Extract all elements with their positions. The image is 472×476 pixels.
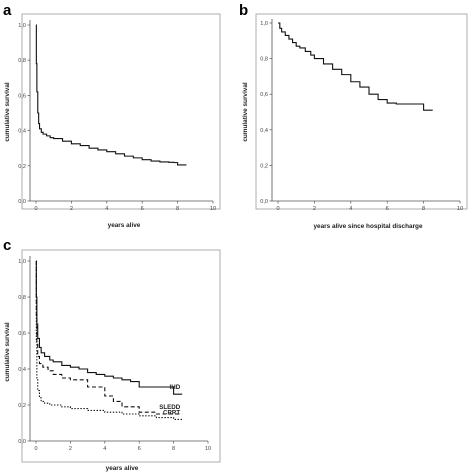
x-tick-label-c: 2 bbox=[69, 446, 72, 452]
x-tick-label-b: 10 bbox=[457, 206, 463, 212]
x-tick-label-c: 6 bbox=[138, 446, 141, 452]
series-line-a bbox=[35, 24, 187, 166]
panel-letter-b: b bbox=[239, 2, 248, 19]
y-tick-label-b: 0,0 bbox=[260, 199, 268, 205]
panel-b: b 0 2 4 6 8 10 0,0 0,2 0,4 0,6 0,8 1,0 years alive … bbox=[239, 2, 468, 230]
y-tick-label-c: 0,4 bbox=[18, 367, 26, 373]
x-tick-label-b: 4 bbox=[349, 206, 352, 212]
y-tick-label-b: 0,4 bbox=[260, 128, 268, 134]
series-line-sledd bbox=[35, 260, 183, 415]
ticks-b: 0 2 4 6 8 10 0,0 0,2 0,4 0,6 0,8 1,0 bbox=[260, 21, 463, 212]
y-tick-label-a: 1,0 bbox=[18, 23, 26, 29]
y-tick-label-c: 0,8 bbox=[18, 295, 26, 301]
ticks-a: 0 2 4 6 8 10 0,0 0,2 0,4 0,6 0,8 1,0 bbox=[18, 23, 216, 212]
y-tick-label-a: 0,4 bbox=[18, 129, 26, 135]
series-line-b bbox=[278, 22, 433, 111]
x-axis-title-a: years alive bbox=[108, 222, 141, 229]
x-tick-label-a: 6 bbox=[141, 206, 144, 212]
y-tick-label-b: 0,6 bbox=[260, 92, 268, 98]
panel-c: c 0 2 4 6 8 10 0,0 0,2 0,4 0,6 0,8 1,0 IHD SLEDDCRRT… bbox=[3, 237, 221, 472]
y-axis-title-c: cumulative survival bbox=[4, 322, 11, 382]
y-tick-label-b: 1,0 bbox=[260, 21, 268, 27]
series-line-ihd bbox=[35, 260, 183, 395]
y-tick-label-b: 0,2 bbox=[260, 163, 268, 169]
y-tick-label-a: 0,8 bbox=[18, 58, 26, 64]
y-tick-label-c: 0,2 bbox=[18, 403, 26, 409]
y-tick-label-c: 1,0 bbox=[18, 259, 26, 265]
x-tick-label-c: 0 bbox=[34, 446, 37, 452]
panel-a: a 0 2 4 6 8 100,00,20,40,60,81,0 years alive … bbox=[3, 2, 221, 229]
x-tick-label-a: 8 bbox=[176, 206, 179, 212]
series-label-crrt: CRRT bbox=[163, 409, 180, 416]
y-tick-label-c: 0,0 bbox=[18, 439, 26, 445]
x-tick-label-a: 0 bbox=[34, 206, 37, 212]
plot-frame-a bbox=[21, 13, 221, 210]
plot-frame-b bbox=[255, 13, 468, 210]
x-tick-label-a: 10 bbox=[210, 206, 216, 212]
plot-frame-c bbox=[21, 249, 221, 463]
series-layer-a bbox=[35, 24, 187, 166]
x-tick-label-a: 4 bbox=[105, 206, 108, 212]
y-tick-label-a: 0,0 bbox=[18, 199, 26, 205]
x-tick-label-c: 8 bbox=[172, 446, 175, 452]
y-axis-title-a: cumulative survival bbox=[4, 82, 11, 142]
y-tick-label-a: 0,2 bbox=[18, 164, 26, 170]
ticks-c: 0 2 4 6 8 10 0,0 0,2 0,4 0,6 0,8 1,0 bbox=[18, 259, 211, 452]
x-tick-label-c: 4 bbox=[103, 446, 106, 452]
x-axis-title-b: years alive since hospital discharge bbox=[313, 223, 422, 230]
series-label-ihd: IHD bbox=[170, 384, 181, 391]
x-tick-label-b: 0 bbox=[276, 206, 279, 212]
y-tick-label-b: 0,8 bbox=[260, 57, 268, 63]
x-tick-label-b: 2 bbox=[313, 206, 316, 212]
y-tick-label-c: 0,6 bbox=[18, 331, 26, 337]
x-tick-label-a: 2 bbox=[70, 206, 73, 212]
panel-letter-c: c bbox=[3, 237, 11, 254]
y-axis-title-b: cumulative survival bbox=[242, 82, 249, 142]
y-tick-label-a: 0,6 bbox=[18, 93, 26, 99]
x-tick-label-b: 6 bbox=[386, 206, 389, 212]
series-label-sledd: SLEDD bbox=[159, 404, 181, 411]
panel-letter-a: a bbox=[3, 2, 12, 19]
series-layer-b bbox=[278, 22, 433, 111]
x-axis-title-c: years alive bbox=[106, 465, 139, 472]
x-tick-label-b: 8 bbox=[422, 206, 425, 212]
x-tick-label-c: 10 bbox=[205, 446, 211, 452]
